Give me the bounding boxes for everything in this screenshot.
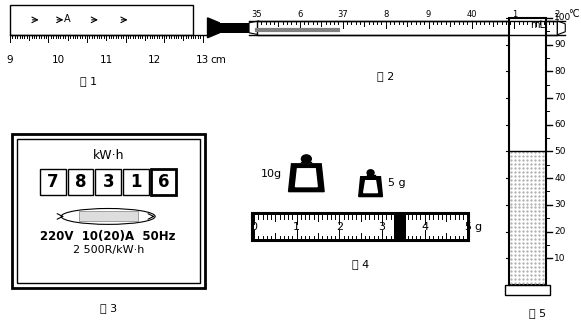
Text: kW·h: kW·h (92, 149, 124, 162)
Text: 9: 9 (426, 10, 431, 19)
Text: 220V  10(20)A  50Hz: 220V 10(20)A 50Hz (41, 230, 176, 243)
Bar (95, 169, 121, 195)
Text: 1: 1 (293, 222, 300, 232)
Text: 8: 8 (383, 10, 388, 19)
Bar (78, 212, 138, 221)
Text: 4: 4 (421, 222, 428, 232)
Polygon shape (358, 177, 382, 196)
Text: 图 2: 图 2 (376, 71, 394, 82)
Bar (40, 169, 66, 195)
Text: 100: 100 (554, 13, 572, 22)
Text: 2 500R/kW·h: 2 500R/kW·h (73, 245, 144, 255)
Text: 5 g: 5 g (388, 178, 406, 188)
Bar (252, 213, 469, 241)
Bar (254, 215, 468, 239)
Text: 2: 2 (336, 222, 343, 232)
Polygon shape (364, 181, 378, 193)
Text: 1: 1 (512, 10, 517, 19)
Text: 30: 30 (554, 200, 566, 209)
Text: 11: 11 (99, 55, 113, 65)
Text: °C: °C (568, 9, 580, 19)
Bar (394, 215, 406, 239)
Text: 90: 90 (554, 40, 566, 49)
Text: 35: 35 (252, 10, 262, 19)
Polygon shape (557, 21, 565, 35)
Text: 图 5: 图 5 (529, 308, 546, 318)
Bar (12, 134, 205, 288)
Polygon shape (249, 21, 259, 35)
Text: g: g (474, 222, 482, 232)
Bar (509, 18, 547, 285)
Text: 40: 40 (554, 174, 566, 183)
Text: 图 4: 图 4 (352, 259, 370, 269)
Text: A: A (64, 14, 70, 24)
Text: 80: 80 (554, 67, 566, 76)
Text: 10: 10 (554, 254, 566, 263)
Text: 37: 37 (338, 10, 348, 19)
Text: 7: 7 (47, 173, 59, 191)
Text: 3: 3 (379, 222, 386, 232)
Bar (150, 169, 177, 195)
Text: 13: 13 (196, 55, 209, 65)
Ellipse shape (61, 209, 155, 224)
Bar (220, 23, 249, 33)
Text: 8: 8 (75, 173, 87, 191)
Text: cm: cm (210, 55, 227, 65)
Text: 3: 3 (102, 173, 114, 191)
Text: mL: mL (530, 20, 546, 30)
Text: 20: 20 (554, 227, 566, 236)
Polygon shape (289, 164, 324, 192)
Polygon shape (207, 18, 220, 38)
Text: 2: 2 (555, 10, 560, 19)
Text: 图 1: 图 1 (80, 76, 98, 86)
Text: 5: 5 (464, 222, 471, 232)
Bar (17, 139, 200, 283)
Text: 70: 70 (554, 93, 566, 102)
Text: 图 3: 图 3 (100, 303, 117, 313)
Bar (505, 285, 550, 295)
Ellipse shape (367, 170, 374, 176)
Bar (123, 169, 149, 195)
Ellipse shape (302, 155, 311, 163)
Bar (10, 5, 193, 35)
Text: 50: 50 (554, 147, 566, 156)
Text: 60: 60 (554, 120, 566, 129)
Text: 0: 0 (250, 222, 257, 232)
Text: 10g: 10g (260, 169, 282, 179)
Text: 6: 6 (158, 173, 169, 191)
Text: 10: 10 (52, 55, 64, 65)
Bar (68, 169, 94, 195)
Text: 1: 1 (130, 173, 142, 191)
Bar (257, 21, 557, 35)
Polygon shape (296, 169, 317, 187)
Text: 9: 9 (6, 55, 13, 65)
Text: 12: 12 (148, 55, 161, 65)
Text: 6: 6 (297, 10, 303, 19)
Text: 40: 40 (467, 10, 477, 19)
